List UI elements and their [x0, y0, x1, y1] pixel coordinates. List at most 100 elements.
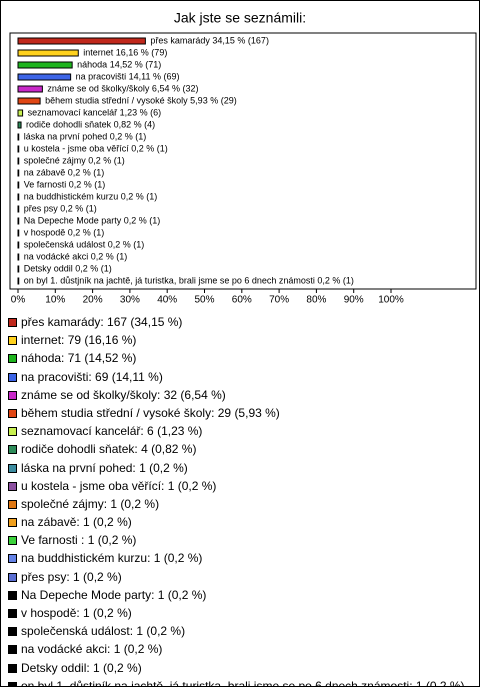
chart-title: Jak jste se seznámili:	[174, 10, 306, 26]
legend-item: společné zájmy: 1 (0,2 %)	[8, 497, 473, 515]
legend-swatch	[8, 354, 17, 364]
legend-item: na zábavě: 1 (0,2 %)	[8, 515, 473, 533]
bar-label: známe se od školky/školy 6,54 % (32)	[47, 83, 198, 93]
bar	[17, 253, 20, 261]
x-tick-label: 90%	[344, 295, 364, 306]
legend-label: on byl 1. důstjník na jachtě, já turistk…	[21, 678, 465, 687]
legend-item: známe se od školky/školy: 32 (6,54 %)	[8, 388, 473, 406]
bar	[17, 37, 146, 45]
legend-label: Na Depeche Mode party: 1 (0,2 %)	[21, 587, 207, 602]
legend-item: láska na první pohed: 1 (0,2 %)	[8, 461, 473, 479]
bar-label: u kostela - jsme oba věřící 0,2 % (1)	[24, 143, 168, 153]
bar	[17, 193, 20, 201]
bar-label: seznamovací kancelář 1,23 % (6)	[28, 107, 162, 117]
bar	[17, 217, 20, 225]
legend-label: internet: 79 (16,16 %)	[21, 333, 137, 348]
legend-swatch	[8, 463, 17, 473]
x-tick-label: 40%	[157, 295, 177, 306]
legend: přes kamarády: 167 (34,15 %) internet: 79…	[8, 315, 473, 687]
bar-label: přes kamarády 34,15 % (167)	[150, 35, 269, 45]
bar	[17, 229, 20, 237]
legend-label: náhoda: 71 (14,52 %)	[21, 351, 137, 366]
legend-label: společné zájmy: 1 (0,2 %)	[21, 496, 160, 511]
bar-label: společenská událost 0,2 % (1)	[24, 239, 145, 249]
x-tick-label: 0%	[11, 295, 26, 306]
bar	[17, 205, 20, 213]
x-tick-label: 80%	[306, 295, 326, 306]
legend-label: společenská událost: 1 (0,2 %)	[21, 624, 186, 639]
legend-item: společenská událost: 1 (0,2 %)	[8, 624, 473, 642]
legend-swatch	[8, 481, 17, 491]
bar	[17, 169, 20, 177]
legend-label: Detsky oddil: 1 (0,2 %)	[21, 660, 142, 675]
legend-label: na zábavě: 1 (0,2 %)	[21, 515, 132, 530]
legend-item: přes psy: 1 (0,2 %)	[8, 570, 473, 588]
bar	[17, 241, 20, 249]
legend-label: v hospodě: 1 (0,2 %)	[21, 606, 132, 620]
legend-label: rodiče dohodli sňatek: 4 (0,82 %)	[21, 442, 197, 457]
legend-swatch	[8, 445, 17, 455]
legend-label: během studia střední / vysoké školy: 29 …	[21, 405, 280, 420]
bar-label: internet 16,16 % (79)	[83, 47, 167, 57]
legend-swatch	[8, 609, 17, 618]
legend-item: na pracovišti: 69 (14,11 %)	[8, 370, 473, 388]
bar	[17, 97, 41, 105]
legend-swatch	[8, 627, 17, 637]
bar	[17, 73, 72, 81]
legend-swatch	[8, 572, 17, 582]
legend-item: rodiče dohodli sňatek: 4 (0,82 %)	[8, 442, 473, 460]
bar-label: na zábavě 0,2 % (1)	[24, 167, 105, 177]
legend-label: známe se od školky/školy: 32 (6,54 %)	[21, 387, 226, 402]
legend-item: Detsky oddil: 1 (0,2 %)	[8, 661, 473, 679]
bar	[17, 277, 20, 285]
bar	[17, 157, 20, 165]
bar-label: během studia střední / vysoké školy 5,93…	[45, 95, 237, 105]
bar	[17, 145, 20, 153]
bar-label: na pracovišti 14,11 % (69)	[76, 71, 180, 81]
x-tick-label: 60%	[232, 295, 252, 306]
bar-label: Na Depeche Mode party 0,2 % (1)	[24, 215, 161, 225]
legend-item: během studia střední / vysoké školy: 29 …	[8, 406, 473, 424]
bar-label: na buddhistickém kurzu 0,2 % (1)	[24, 191, 158, 201]
legend-swatch	[8, 318, 17, 327]
legend-item: Ve farnosti : 1 (0,2 %)	[8, 533, 473, 551]
bar	[17, 265, 20, 273]
legend-swatch	[8, 390, 17, 400]
plot-frame	[9, 32, 477, 290]
legend-label: u kostela - jsme oba věřící: 1 (0,2 %)	[21, 478, 217, 493]
legend-swatch	[8, 427, 17, 437]
x-tick-label: 100%	[378, 295, 404, 306]
legend-item: na buddhistickém kurzu: 1 (0,2 %)	[8, 551, 473, 569]
bar	[17, 133, 20, 141]
legend-swatch	[8, 590, 17, 600]
legend-item: Na Depeche Mode party: 1 (0,2 %)	[8, 588, 473, 606]
legend-swatch	[8, 536, 17, 546]
bar-label: Detsky oddil 0,2 % (1)	[24, 263, 112, 273]
legend-item: internet: 79 (16,16 %)	[8, 333, 473, 351]
legend-swatch	[8, 336, 17, 346]
x-tick-label: 30%	[120, 295, 140, 306]
bar	[17, 85, 43, 93]
x-tick-label: 20%	[83, 295, 103, 306]
legend-label: na vodácké akci: 1 (0,2 %)	[21, 642, 163, 657]
legend-item: na vodácké akci: 1 (0,2 %)	[8, 642, 473, 660]
x-tick-label: 70%	[269, 295, 289, 306]
legend-swatch	[8, 681, 17, 686]
legend-swatch	[8, 408, 17, 418]
bar-label: v hospodě 0,2 % (1)	[24, 227, 105, 237]
bar-label: láska na první pohed 0,2 % (1)	[24, 131, 147, 141]
bar-label: rodiče dohodli sňatek 0,82 % (4)	[26, 119, 155, 129]
bar	[17, 109, 24, 117]
bar-label: náhoda 14,52 % (71)	[77, 59, 161, 69]
legend-item: u kostela - jsme oba věřící: 1 (0,2 %)	[8, 479, 473, 497]
bar-label: on byl 1. důstjník na jachtě, já turistk…	[24, 275, 354, 285]
legend-swatch	[8, 518, 17, 528]
bar-label: přes psy 0,2 % (1)	[24, 203, 97, 213]
legend-swatch	[8, 554, 17, 564]
legend-item: v hospodě: 1 (0,2 %)	[8, 606, 473, 624]
legend-swatch	[8, 499, 17, 509]
bar-label: společné zájmy 0,2 % (1)	[24, 155, 125, 165]
legend-item: přes kamarády: 167 (34,15 %)	[8, 315, 473, 333]
legend-swatch	[8, 663, 17, 673]
